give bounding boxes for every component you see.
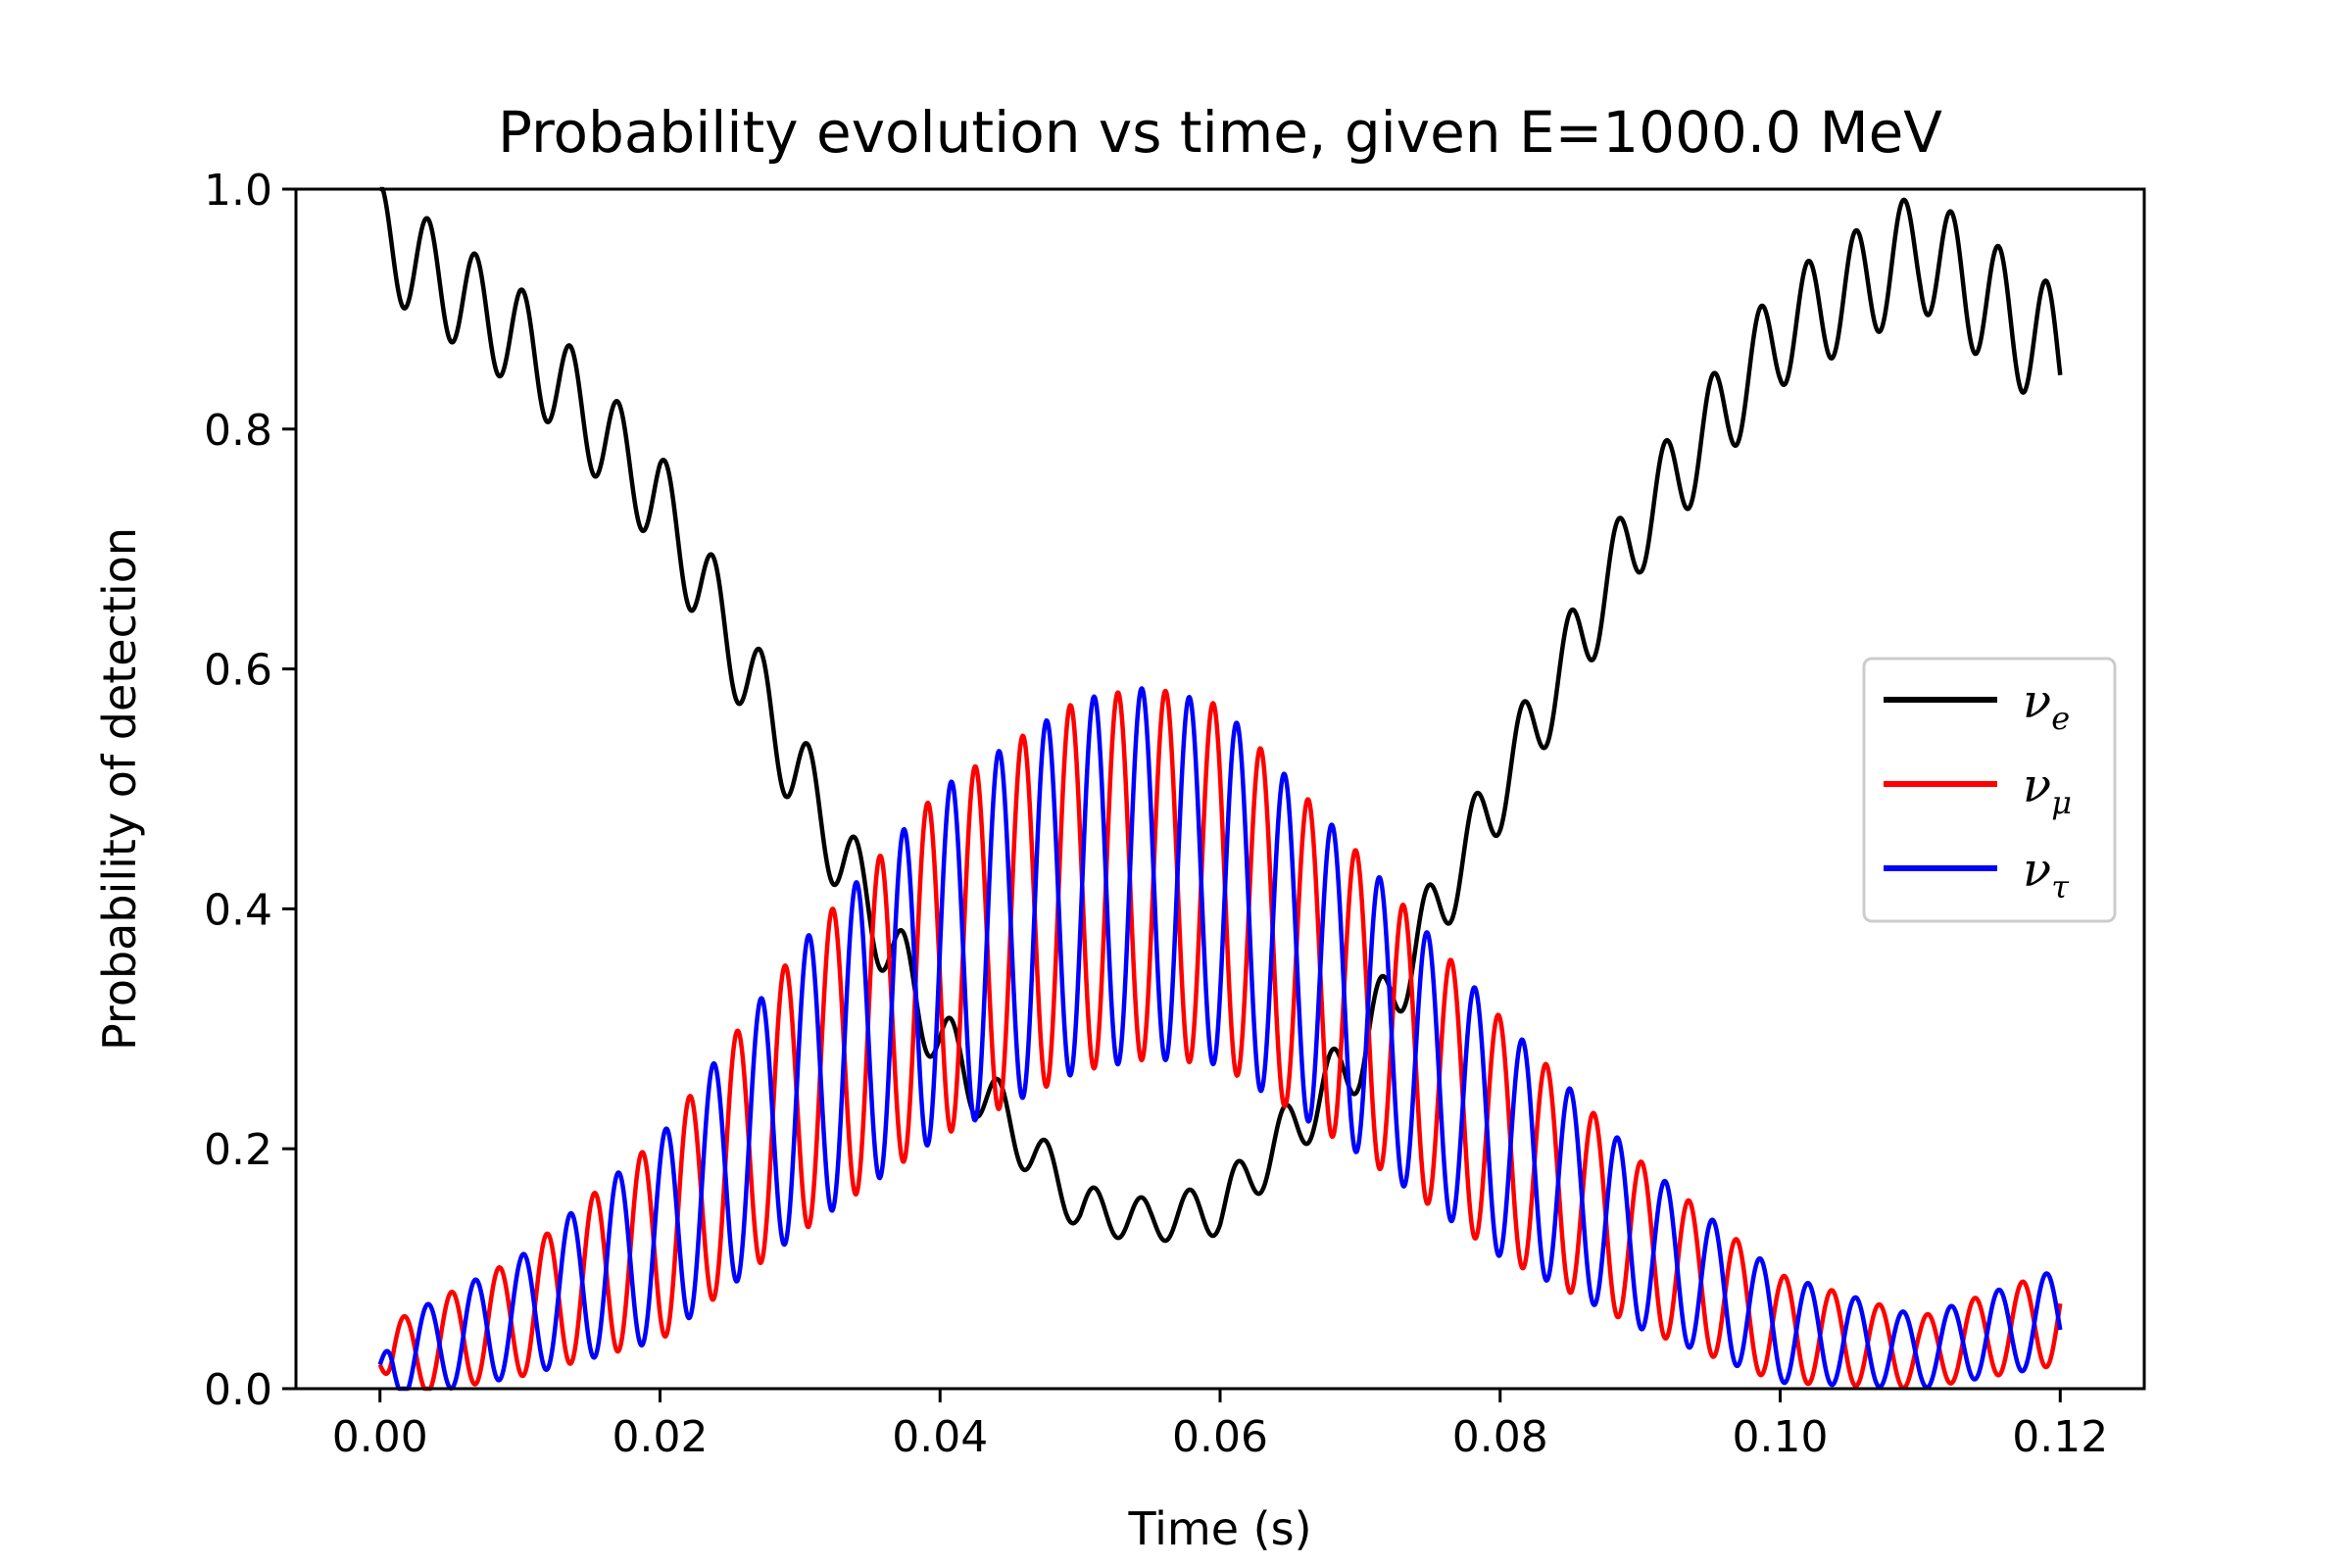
x-axis-ticks: 0.00 0.02 0.04 0.06 0.08 0.10 0.12 xyxy=(332,1389,2108,1462)
legend-label: νe xyxy=(2023,674,2070,737)
x-tick-label: 0.06 xyxy=(1172,1412,1268,1462)
y-axis-label: Probability of detection xyxy=(93,527,146,1051)
plot-area: 0.00 0.02 0.04 0.06 0.08 0.10 0.12 0.00.20.40.… xyxy=(204,166,2146,1462)
legend-label: νμ xyxy=(2023,759,2072,821)
y-axis-ticks: 0.0 0.2 0.4 0.6 0.8 1.0 xyxy=(204,166,296,1415)
y-tick-label: 0.6 xyxy=(204,646,272,696)
legend-label: ντ xyxy=(2023,843,2070,906)
y-tick-label: 0.4 xyxy=(204,885,272,935)
x-tick-label: 0.02 xyxy=(612,1412,709,1462)
x-tick-label: 0.04 xyxy=(892,1412,988,1462)
series-line-nu-e xyxy=(378,186,2063,1244)
series-line-nu-mu xyxy=(377,688,2063,1392)
chart-title: Probability evolution vs time, given E=1… xyxy=(498,99,1942,166)
series-line-nu-tau xyxy=(377,686,2063,1392)
x-tick-label: 0.00 xyxy=(332,1412,428,1462)
x-tick-label: 0.12 xyxy=(2012,1412,2108,1462)
y-tick-label: 0.0 xyxy=(204,1365,272,1415)
y-tick-label: 0.8 xyxy=(204,406,272,456)
x-tick-label: 0.10 xyxy=(1733,1412,1829,1462)
y-tick-label: 1.0 xyxy=(204,166,272,216)
legend-frame xyxy=(1862,657,2117,923)
y-tick-label: 0.2 xyxy=(204,1125,272,1175)
series-layer xyxy=(377,186,2063,1392)
x-tick-label: 0.08 xyxy=(1452,1412,1548,1462)
legend: νe νμ ντ xyxy=(1862,657,2117,923)
x-axis-label: Time (s) xyxy=(1127,1502,1311,1555)
